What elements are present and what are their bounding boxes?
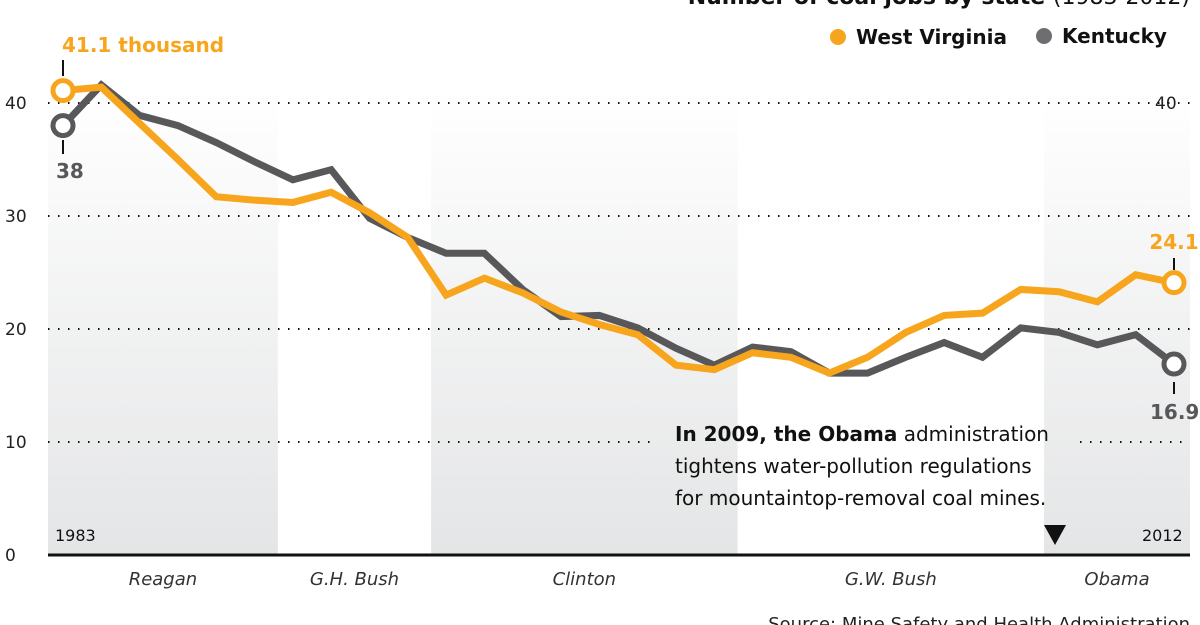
year-end-label: 2012 <box>1142 526 1183 545</box>
endpoint-marker-kentucky <box>50 113 76 139</box>
wv-start-label: 41.1 thousand <box>62 33 224 57</box>
ky-start-label: 38 <box>56 159 84 183</box>
wv-end-label: 24.1 <box>1149 230 1198 254</box>
endpoint-marker-west-virginia <box>50 78 76 104</box>
source-note: Source: Mine Safety and Health Administr… <box>768 614 1190 625</box>
presidency-band-4 <box>1044 90 1190 555</box>
y-tick-label-right: 40 <box>1155 94 1177 114</box>
endpoint-marker-west-virginia <box>1161 270 1187 296</box>
legend-label-west-virginia: West Virginia <box>856 25 1007 49</box>
annotation-marker-triangle-icon <box>1044 525 1066 545</box>
legend-label-kentucky: Kentucky <box>1062 24 1167 48</box>
y-tick-label: 30 <box>5 207 27 227</box>
y-tick-label: 0 <box>5 546 16 566</box>
annotation-line-2: tightens water-pollution regulations <box>675 454 1032 478</box>
chart-title: Number of coal jobs by state (1983-2012) <box>688 0 1190 10</box>
endpoint-marker-kentucky <box>1161 351 1187 377</box>
annotation-line-3: for mountaintop-removal coal mines. <box>675 486 1046 510</box>
legend-swatch-kentucky <box>1036 28 1052 44</box>
year-start-label: 1983 <box>55 526 96 545</box>
legend-swatch-west-virginia <box>830 29 846 45</box>
presidency-label: Clinton <box>553 569 616 590</box>
presidency-label: G.W. Bush <box>845 569 937 590</box>
presidency-band-0 <box>48 90 278 555</box>
y-tick-label: 20 <box>5 320 27 340</box>
series-line-west-virginia <box>62 83 1175 377</box>
annotation-line-1: In 2009, the Obama administration <box>675 422 1049 446</box>
presidency-label: Obama <box>1084 569 1149 590</box>
presidency-label: Reagan <box>129 569 197 590</box>
y-tick-label: 40 <box>5 94 27 114</box>
series-line-kentucky <box>60 80 1177 377</box>
y-tick-label: 10 <box>5 433 27 453</box>
ky-end-label: 16.9 <box>1150 400 1199 424</box>
presidency-label: G.H. Bush <box>310 569 399 590</box>
